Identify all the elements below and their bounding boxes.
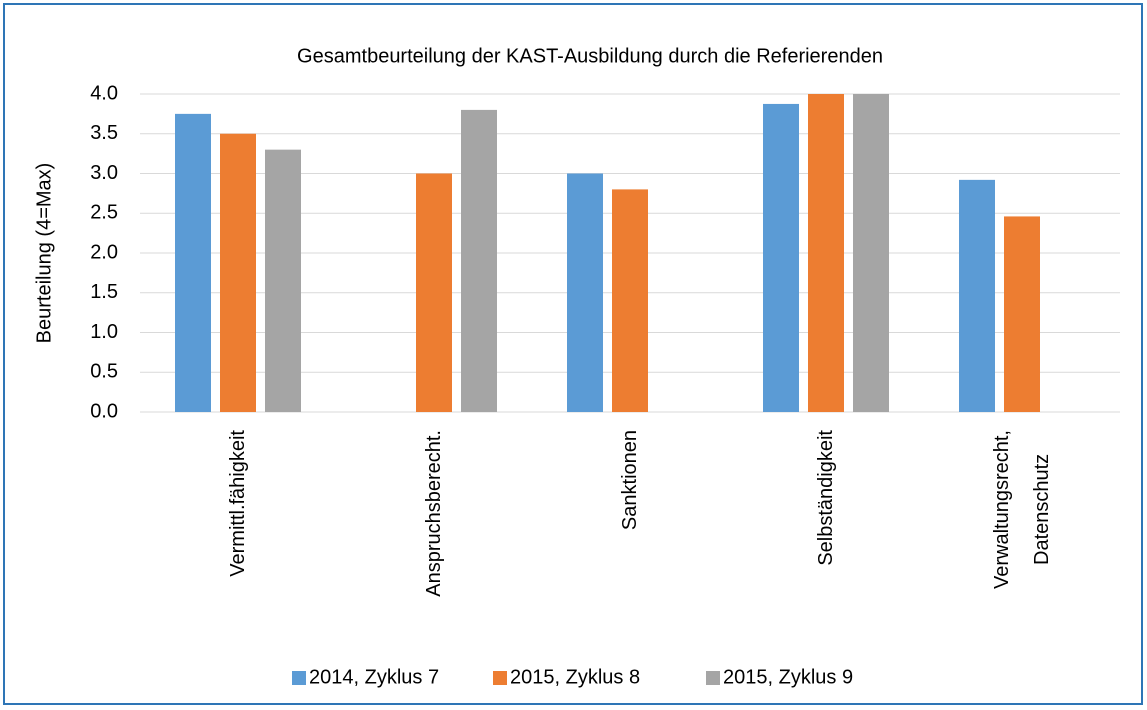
bar — [763, 103, 799, 412]
legend-swatch — [706, 671, 720, 685]
bar — [612, 189, 648, 412]
y-tick-label: 3.0 — [90, 162, 118, 184]
x-tick-label: Sanktionen — [619, 430, 641, 531]
legend-label: 2014, Zyklus 7 — [309, 666, 439, 688]
bar — [959, 179, 995, 412]
y-tick-label: 1.0 — [90, 321, 118, 343]
bar — [853, 94, 889, 412]
bar — [416, 173, 452, 412]
bar — [1004, 216, 1040, 412]
y-tick-label: 1.5 — [90, 281, 118, 303]
bar — [175, 113, 211, 412]
x-tick-label: Selbständigkeit — [815, 430, 837, 566]
x-tick-label: Verwaltungsrecht, Datenschutz — [991, 430, 1053, 589]
y-tick-label: 0.5 — [90, 361, 118, 383]
y-tick-label: 3.5 — [90, 122, 118, 144]
legend-swatch — [292, 671, 306, 685]
y-tick-label: 2.5 — [90, 202, 118, 224]
legend-swatch — [493, 671, 507, 685]
chart-title: Gesamtbeurteilung der KAST-Ausbildung du… — [297, 45, 883, 67]
legend-label: 2015, Zyklus 8 — [510, 666, 640, 688]
frame — [3, 3, 1143, 705]
bar — [567, 173, 603, 412]
bar — [461, 109, 497, 413]
x-tick-label: Vermittl.fähigkeit — [227, 430, 249, 577]
legend-label: 2015, Zyklus 9 — [723, 666, 853, 688]
y-tick-label: 2.0 — [90, 241, 118, 263]
y-tick-label: 4.0 — [90, 82, 118, 104]
bar — [220, 133, 256, 412]
bar — [808, 94, 844, 412]
bar — [265, 149, 301, 412]
y-tick-label: 0.0 — [90, 400, 118, 422]
y-axis-label: Beurteilung (4=Max) — [33, 163, 55, 344]
x-tick-label: Anspruchsberecht. — [423, 430, 445, 597]
